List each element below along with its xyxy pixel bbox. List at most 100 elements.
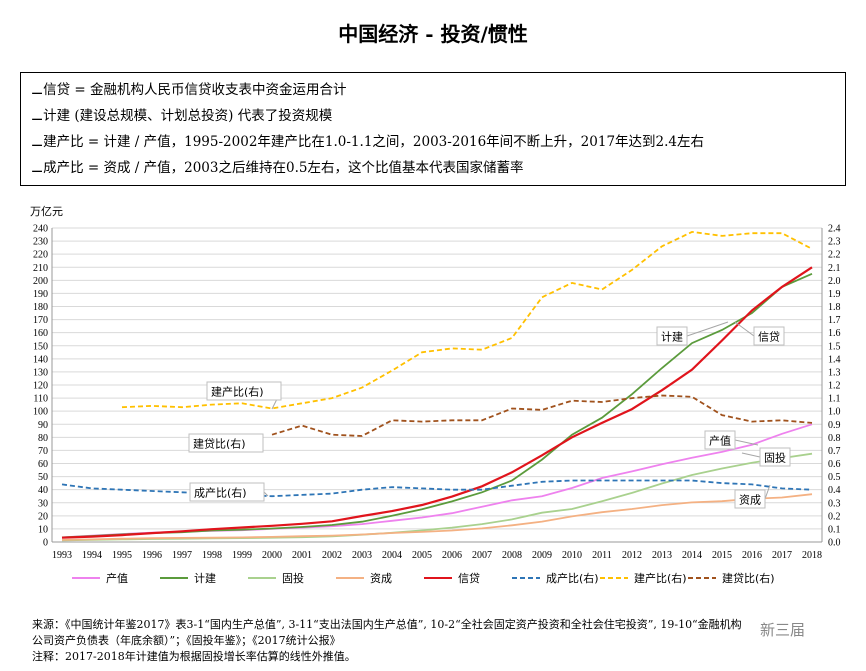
x-tick-label: 2009 <box>532 550 552 561</box>
x-tick-label: 1996 <box>142 550 162 561</box>
callout-leader <box>263 491 269 497</box>
y-left-tick-label: 180 <box>33 302 48 313</box>
x-tick-label: 2008 <box>502 550 522 561</box>
y-right-tick-label: 0.7 <box>828 446 841 457</box>
series-line-计建 <box>61 272 813 539</box>
x-tick-label: 2017 <box>772 550 792 561</box>
y-left-tick-label: 40 <box>38 485 48 496</box>
x-tick-label: 2004 <box>382 550 402 561</box>
legend-label: 成产比(右) <box>546 571 599 585</box>
y-left-tick-label: 150 <box>33 341 48 352</box>
x-tick-label: 2011 <box>592 550 612 561</box>
callout-box <box>753 326 785 346</box>
chart-title: 中国经济 - 投资/惯性 <box>338 22 528 46</box>
legend-label: 资成 <box>370 572 392 585</box>
legend-label: 建贷比(右) <box>722 571 775 585</box>
x-tick-label: 2018 <box>802 550 822 561</box>
y-left-tick-label: 240 <box>33 224 48 235</box>
x-tick-label: 2001 <box>292 550 312 561</box>
y-right-tick-label: 0.9 <box>828 420 841 431</box>
y-right-tick-label: 1.5 <box>828 341 841 352</box>
y-left-tick-label: 100 <box>33 407 48 418</box>
y-right-tick-label: 1.4 <box>828 354 841 365</box>
y-left-tick-label: 20 <box>38 511 48 522</box>
legend-label: 计建 <box>194 571 216 585</box>
y-right-tick-label: 2.4 <box>828 224 841 235</box>
chart: 0 0.0 10 0.1 20 0.2 30 0.3 40 0.4 50 0.5 60 0.6 70 0.7 8… <box>30 205 841 585</box>
notes-box: ⚊信贷 = 金融机构人民币信贷收支表中资金运用合计 ⚊计建 (建设总规模、计划总… <box>20 72 846 186</box>
y-right-tick-label: 1.1 <box>828 394 841 405</box>
callout-label: 成产比(右) <box>194 486 247 500</box>
callout-label: 资成 <box>739 494 761 507</box>
x-tick-label: 2006 <box>442 550 462 561</box>
series-line-产值 <box>61 423 813 539</box>
x-tick-label: 2007 <box>472 550 492 561</box>
y-right-tick-label: 0.6 <box>828 459 841 470</box>
series-line-建贷比 <box>271 394 813 437</box>
y-left-tick-label: 190 <box>33 289 48 300</box>
callout-label: 建贷比(右) <box>193 437 246 451</box>
series-line-信贷 <box>61 266 813 539</box>
note-line: ⚊信贷 = 金融机构人民币信贷收支表中资金运用合计 <box>31 82 347 98</box>
y-right-tick-label: 1.7 <box>828 315 841 326</box>
y-right-tick-label: 0.0 <box>828 538 841 549</box>
y-right-tick-label: 0.5 <box>828 472 841 483</box>
x-tick-label: 2014 <box>682 550 702 561</box>
y-left-tick-label: 200 <box>33 276 48 287</box>
y-left-tick-label: 10 <box>38 524 48 535</box>
y-right-tick-label: 2.1 <box>828 263 841 274</box>
y-left-tick-label: 120 <box>33 381 48 392</box>
series-line-成产比 <box>61 479 813 498</box>
note-line: ⚊计建 (建设总规模、计划总投资) 代表了投资规模 <box>31 108 333 124</box>
callout-box <box>656 326 688 346</box>
x-tick-label: 1995 <box>112 550 132 561</box>
x-tick-label: 2016 <box>742 550 762 561</box>
y-right-tick-label: 1.8 <box>828 302 841 313</box>
series-line-建产比 <box>121 230 813 410</box>
callout-leader <box>686 321 729 337</box>
x-tick-label: 2005 <box>412 550 432 561</box>
y-right-tick-label: 1.0 <box>828 407 841 418</box>
callout-label: 产值 <box>709 434 731 448</box>
source-notes: 来源：《中国统计年鉴2017》表3-1“国内生产总值”, 3-11“支出法国内生… <box>32 617 852 665</box>
y-left-tick-label: 0 <box>43 538 48 549</box>
legend-label: 产值 <box>106 571 128 585</box>
y-right-tick-label: 2.3 <box>828 237 841 248</box>
y-right-tick-label: 1.9 <box>828 289 841 300</box>
y-right-tick-label: 0.4 <box>828 485 841 496</box>
source-line: 来源：《中国统计年鉴2017》表3-1“国内生产总值”, 3-11“支出法国内生… <box>32 618 742 631</box>
y-right-tick-label: 1.6 <box>828 328 841 339</box>
y-right-tick-label: 0.8 <box>828 433 841 444</box>
y-left-tick-label: 230 <box>33 237 48 248</box>
x-tick-label: 2013 <box>652 550 672 561</box>
callout-leader <box>734 321 755 337</box>
y-left-tick-label: 130 <box>33 367 48 378</box>
y-left-tick-label: 220 <box>33 250 48 261</box>
x-tick-label: 1993 <box>52 550 72 561</box>
x-tick-label: 1994 <box>82 550 102 561</box>
y-right-tick-label: 0.3 <box>828 498 841 509</box>
callout-label: 建产比(右) <box>211 385 264 399</box>
y-left-tick-label: 30 <box>38 498 48 509</box>
x-tick-label: 2003 <box>352 550 372 561</box>
callout-box <box>704 430 736 450</box>
source-line: 公司资产负债表（年底余额）”；《固投年鉴》；《2017统计公报》 <box>32 634 341 647</box>
x-tick-label: 1998 <box>202 550 222 561</box>
x-tick-label: 1997 <box>172 550 192 561</box>
y-left-tick-label: 160 <box>33 328 48 339</box>
legend-label: 信贷 <box>458 571 480 585</box>
y-left-tick-label: 90 <box>38 420 48 431</box>
legend-label: 建产比(右) <box>634 571 687 585</box>
callout-box <box>734 489 766 509</box>
y-left-tick-label: 110 <box>33 394 48 405</box>
series-line-资成 <box>61 493 813 541</box>
y-right-tick-label: 2.0 <box>828 276 841 287</box>
y-right-tick-label: 1.3 <box>828 367 841 378</box>
x-tick-label: 2010 <box>562 550 582 561</box>
y-left-tick-label: 210 <box>33 263 48 274</box>
callout-leader <box>734 439 759 446</box>
note-line: ⚊成产比 = 资成 / 产值，2003之后维持在0.5左右，这个比值基本代表国家… <box>31 160 524 176</box>
callout-leader <box>741 452 761 458</box>
x-tick-label: 1999 <box>232 550 252 561</box>
y-left-tick-label: 80 <box>38 433 48 444</box>
